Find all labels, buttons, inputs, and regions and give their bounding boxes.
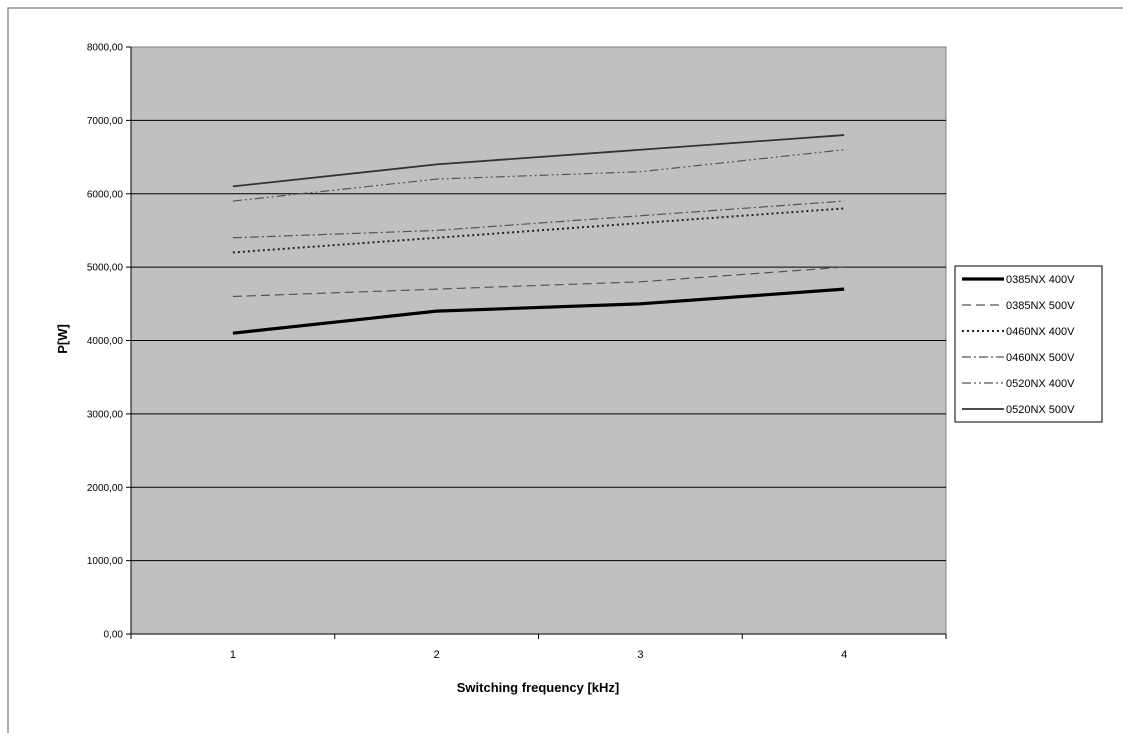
- y-tick-label: 5000,00: [87, 263, 124, 274]
- y-axis-ticks: 0,00 1000,00 2000,00 3000,00 4000,00 5000,00 6…: [87, 43, 131, 641]
- x-tick-label: 1: [230, 649, 236, 661]
- legend-label: 0460NX 400V: [1006, 326, 1075, 338]
- y-tick-label: 4000,00: [87, 336, 124, 347]
- x-axis-title: Switching frequency [kHz]: [457, 680, 620, 695]
- outer-border: [7, 7, 1123, 733]
- legend-label: 0385NX 500V: [1006, 300, 1075, 312]
- x-tick-label: 2: [434, 649, 440, 661]
- x-tick-label: 4: [841, 649, 847, 661]
- legend-label: 0460NX 500V: [1006, 352, 1075, 364]
- legend-label: 0520NX 500V: [1006, 404, 1075, 416]
- x-tick-label: 3: [637, 649, 643, 661]
- gridlines: [131, 119, 946, 562]
- x-axis-ticks: 1 2 3 4: [130, 634, 947, 661]
- series-line: [232, 266, 845, 298]
- y-tick-label: 3000,00: [87, 409, 124, 420]
- y-tick-label: 7000,00: [87, 116, 124, 127]
- y-tick-label: 2000,00: [87, 483, 124, 494]
- y-tick-label: 8000,00: [87, 43, 124, 54]
- y-axis-title: P[W]: [55, 324, 70, 354]
- series-line: [232, 207, 845, 254]
- y-tick-label: 1000,00: [87, 556, 124, 567]
- legend-label: 0385NX 400V: [1006, 274, 1075, 286]
- legend-box: [954, 265, 1103, 423]
- legend-label: 0520NX 400V: [1006, 378, 1075, 390]
- y-tick-label: 6000,00: [87, 189, 124, 200]
- legend: 0385NX 400V 0385NX 500V 0460NX 400V 0460NX …: [954, 265, 1103, 423]
- series-line: [232, 200, 845, 239]
- series-layer: [232, 134, 845, 335]
- series-line: [232, 287, 845, 335]
- series-line: [232, 134, 845, 188]
- y-tick-label: 0,00: [104, 630, 124, 641]
- series-line: [232, 149, 845, 202]
